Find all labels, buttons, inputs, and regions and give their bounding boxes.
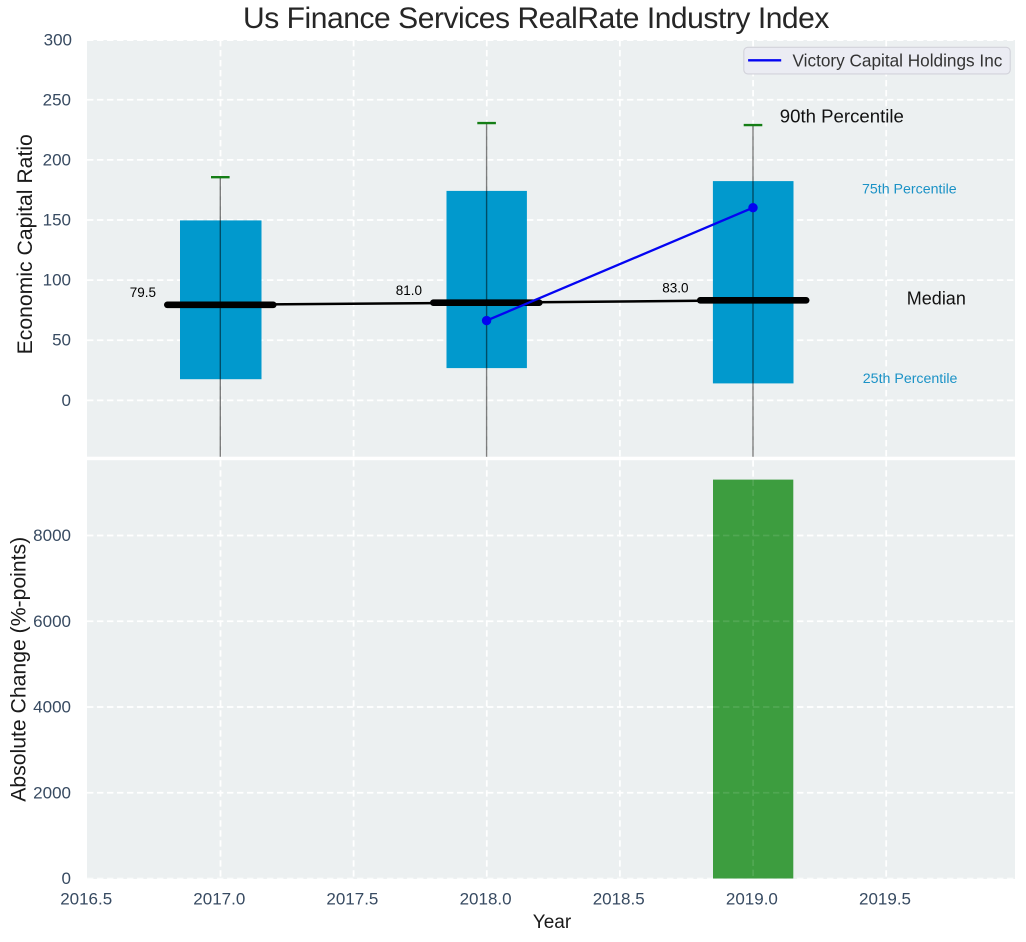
svg-text:0: 0 [62,869,71,888]
svg-text:2000: 2000 [33,783,71,802]
svg-text:300: 300 [44,31,72,50]
svg-text:Economic Capital Ratio: Economic Capital Ratio [14,134,37,354]
svg-text:2018.5: 2018.5 [593,890,645,909]
svg-text:150: 150 [43,211,71,230]
svg-text:Year: Year [533,912,572,933]
svg-text:100: 100 [43,271,71,290]
svg-text:0: 0 [62,391,71,410]
svg-text:8000: 8000 [33,526,71,545]
svg-text:2017.5: 2017.5 [326,890,378,909]
svg-text:83.0: 83.0 [662,281,688,296]
svg-text:2018.0: 2018.0 [460,890,512,909]
svg-text:90th Percentile: 90th Percentile [780,106,904,127]
svg-text:250: 250 [43,90,71,109]
svg-text:2017.0: 2017.0 [193,890,245,909]
svg-text:79.5: 79.5 [130,285,156,300]
svg-text:2016.5: 2016.5 [60,890,112,909]
svg-text:81.0: 81.0 [396,283,422,298]
svg-text:Absolute Change (%-points): Absolute Change (%-points) [8,537,31,802]
svg-text:25th Percentile: 25th Percentile [863,371,958,387]
svg-text:4000: 4000 [33,698,71,717]
svg-text:Victory Capital Holdings Inc: Victory Capital Holdings Inc [793,51,1003,71]
svg-text:75th Percentile: 75th Percentile [862,181,957,197]
svg-text:2019.0: 2019.0 [726,890,778,909]
svg-text:Median: Median [907,289,966,309]
svg-text:200: 200 [43,151,71,170]
svg-text:2019.5: 2019.5 [859,890,911,909]
svg-text:Us Finance Services RealRate I: Us Finance Services RealRate Industry In… [243,2,829,35]
svg-text:50: 50 [52,331,71,350]
svg-text:6000: 6000 [33,612,71,631]
